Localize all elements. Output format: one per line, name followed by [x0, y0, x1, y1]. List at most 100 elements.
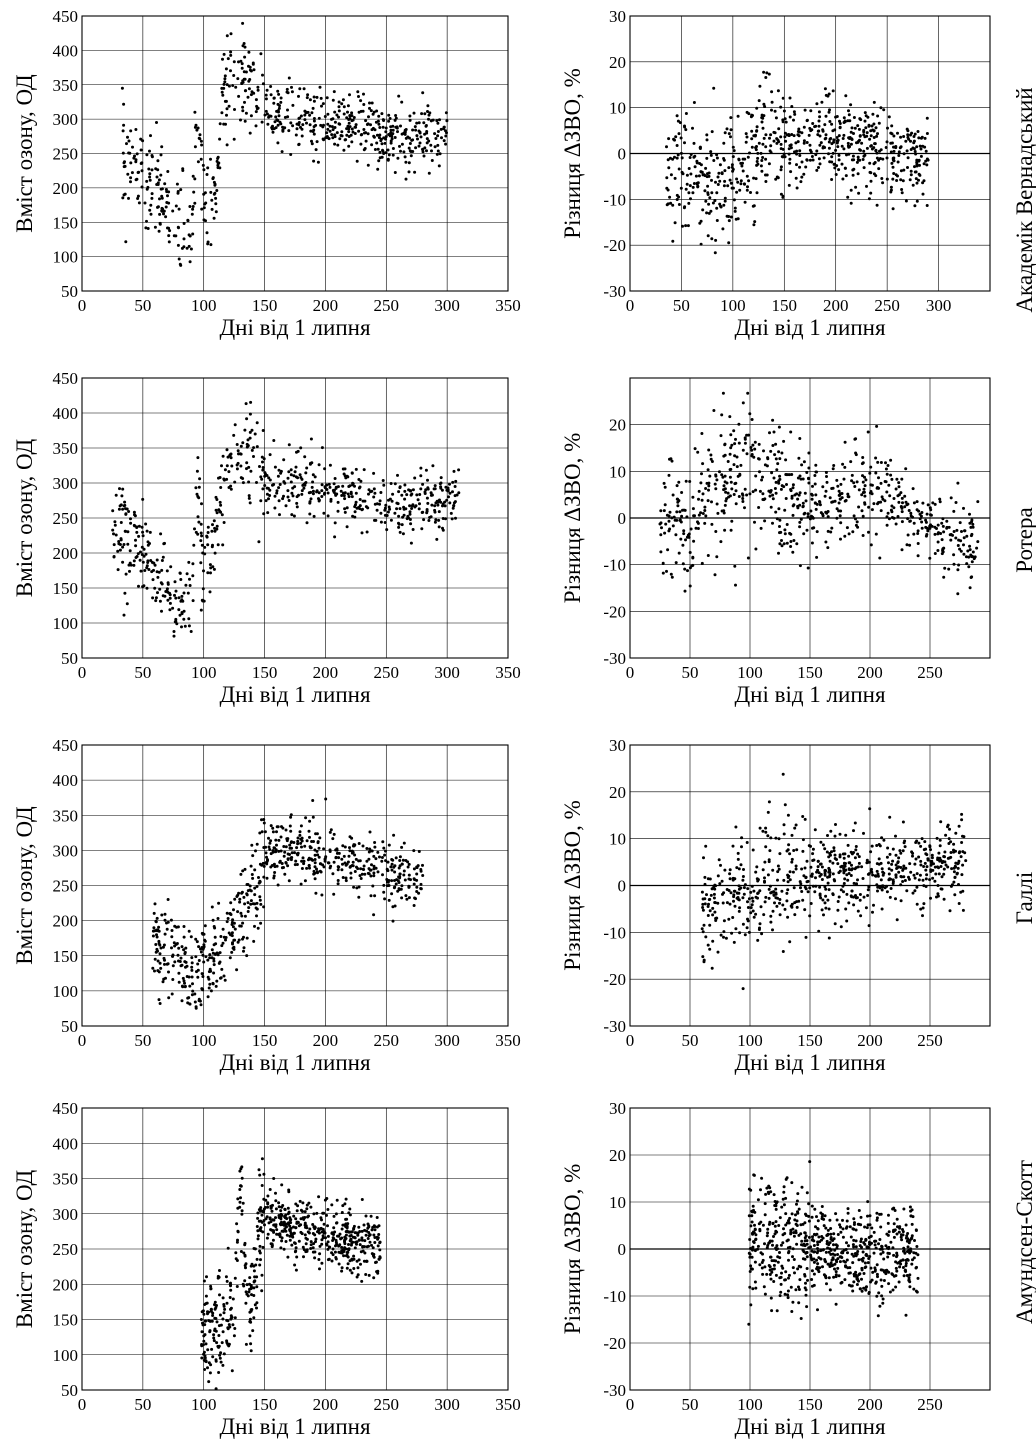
data-point — [243, 914, 247, 918]
data-point — [700, 927, 704, 931]
data-point — [823, 87, 827, 91]
data-point — [777, 425, 781, 429]
data-point — [212, 971, 216, 975]
data-point — [384, 137, 388, 141]
data-point — [814, 876, 817, 880]
data-point — [839, 925, 843, 929]
data-point — [913, 165, 916, 169]
data-point — [871, 128, 875, 132]
data-point — [148, 172, 152, 176]
data-point — [793, 150, 796, 154]
data-point — [384, 859, 388, 863]
data-point — [912, 135, 916, 138]
data-point — [384, 126, 388, 130]
data-point — [331, 872, 335, 876]
data-point — [282, 494, 285, 498]
data-point — [937, 531, 940, 535]
data-point — [667, 166, 671, 170]
data-point — [345, 525, 349, 529]
data-point — [677, 167, 681, 171]
data-point — [815, 102, 819, 106]
data-point — [876, 889, 879, 893]
data-point — [720, 879, 724, 883]
data-point — [685, 515, 689, 519]
data-point — [120, 494, 124, 498]
data-point — [235, 467, 239, 471]
data-point — [787, 152, 791, 156]
data-point — [734, 583, 737, 587]
data-point — [691, 191, 695, 195]
data-point — [776, 878, 779, 882]
data-point — [333, 535, 337, 539]
data-point — [244, 1262, 248, 1266]
data-point — [942, 867, 946, 871]
data-point — [258, 895, 262, 899]
data-point — [137, 534, 141, 538]
data-point — [242, 1251, 246, 1255]
data-point — [260, 830, 264, 834]
data-point — [272, 127, 276, 131]
data-point — [313, 877, 317, 881]
data-point — [946, 865, 950, 869]
data-point — [910, 131, 914, 135]
data-point — [818, 503, 822, 507]
data-point — [744, 140, 748, 144]
x-axis-label: Дні від 1 липня — [219, 682, 370, 707]
data-point — [124, 240, 128, 244]
data-point — [255, 1225, 259, 1228]
data-point — [208, 590, 212, 594]
data-point — [225, 1279, 229, 1283]
data-point — [707, 211, 711, 215]
data-point — [364, 505, 368, 509]
x-tick-label: 200 — [857, 1031, 883, 1050]
data-point — [273, 871, 277, 874]
data-point — [344, 1230, 348, 1234]
data-point — [781, 118, 785, 122]
data-point — [317, 491, 321, 495]
data-point — [825, 850, 829, 854]
data-point — [285, 1217, 289, 1221]
data-point — [769, 449, 773, 453]
data-point — [710, 178, 713, 182]
data-point — [727, 241, 731, 245]
data-point — [741, 448, 745, 452]
data-point — [353, 510, 357, 514]
data-point — [353, 1236, 357, 1240]
data-point — [271, 826, 275, 830]
data-point — [312, 119, 316, 123]
data-point — [262, 905, 266, 909]
data-point — [815, 530, 819, 534]
data-point — [162, 542, 166, 546]
data-point — [852, 514, 856, 518]
data-point — [891, 882, 895, 885]
data-point — [844, 174, 848, 178]
data-point — [732, 493, 736, 496]
data-point — [748, 412, 752, 416]
data-point — [729, 135, 732, 139]
data-point — [266, 1194, 270, 1198]
data-point — [408, 142, 412, 145]
data-point — [191, 174, 195, 178]
data-point — [214, 210, 218, 214]
data-point — [897, 154, 901, 157]
data-point — [374, 857, 378, 861]
data-point — [391, 492, 395, 496]
data-point — [767, 162, 771, 166]
data-point — [322, 1222, 326, 1226]
data-point — [911, 487, 915, 491]
data-point — [793, 493, 797, 497]
data-point — [286, 91, 290, 95]
y-axis-label: Вміст озону, ОД — [12, 438, 37, 597]
data-point — [824, 869, 828, 873]
data-point — [325, 488, 329, 491]
data-point — [340, 1269, 344, 1273]
data-point — [261, 466, 265, 469]
data-point — [762, 70, 766, 74]
data-point — [426, 486, 430, 490]
data-point — [948, 827, 951, 831]
data-point — [266, 1201, 270, 1205]
data-point — [701, 512, 705, 515]
data-point — [683, 508, 687, 512]
data-point — [330, 1259, 334, 1263]
data-point — [397, 521, 400, 525]
